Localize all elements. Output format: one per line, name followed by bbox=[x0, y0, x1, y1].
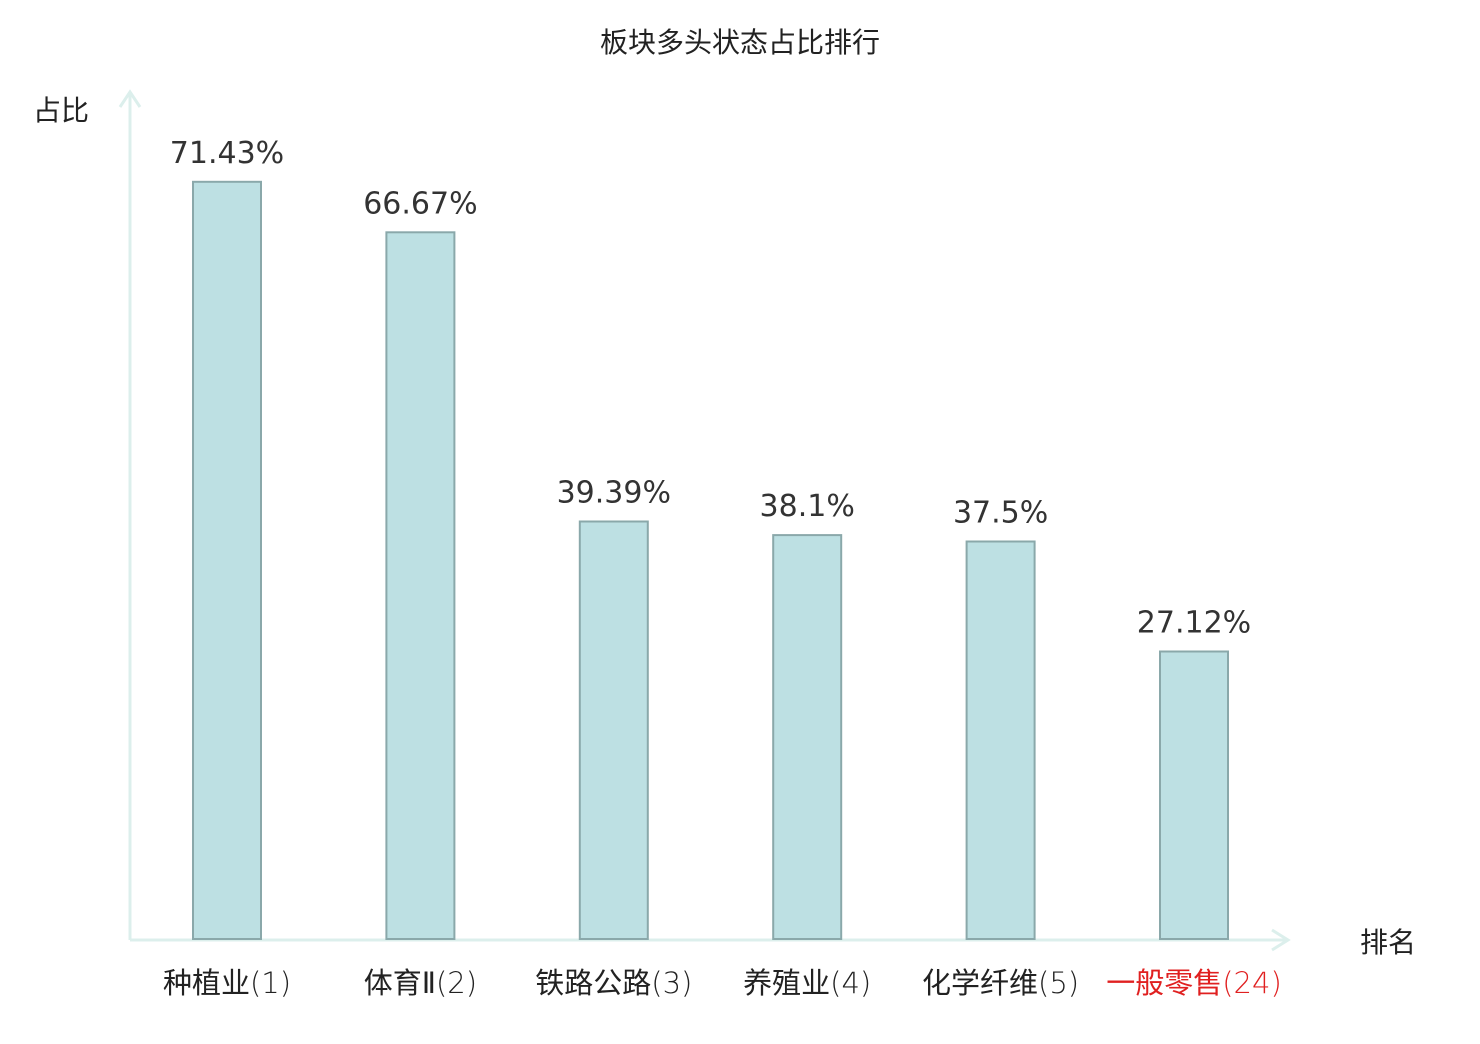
bar bbox=[772, 534, 843, 940]
value-labels-group: 71.43% 66.67% 39.39% 38.1% 37.5% 27.12% bbox=[170, 136, 1251, 641]
bar bbox=[578, 520, 649, 940]
bar bbox=[1159, 650, 1229, 940]
category-label: 种植业(1) bbox=[163, 966, 291, 1000]
value-label: 66.67% bbox=[363, 186, 477, 221]
bar bbox=[965, 540, 1036, 940]
category-rank: (2) bbox=[436, 966, 477, 1000]
category-labels-group: 种植业(1) 体育Ⅱ(2) 铁路公路(3) 养殖业(4) 化学纤维(5) 一般零售(24) bbox=[163, 966, 1282, 1000]
x-axis-label: 排名 bbox=[1360, 926, 1416, 959]
category-label: 养殖业(4) bbox=[743, 966, 871, 1000]
category-rank: (3) bbox=[651, 966, 692, 1000]
category-label: 化学纤维(5) bbox=[922, 966, 1079, 1000]
chart-title: 板块多头状态占比排行 bbox=[600, 26, 880, 59]
value-label: 39.39% bbox=[557, 476, 671, 511]
value-label: 27.12% bbox=[1137, 606, 1251, 641]
category-label: 体育Ⅱ(2) bbox=[364, 966, 477, 1000]
category-name: 养殖业 bbox=[743, 966, 830, 1000]
category-rank: (24) bbox=[1222, 966, 1282, 1000]
category-name: 种植业 bbox=[163, 966, 250, 1000]
category-rank: (4) bbox=[830, 966, 871, 1000]
bar bbox=[385, 231, 456, 941]
category-rank: (1) bbox=[250, 966, 291, 1000]
category-name: 铁路公路 bbox=[535, 966, 651, 1000]
category-rank: (5) bbox=[1038, 966, 1079, 1000]
category-name: 体育Ⅱ bbox=[364, 966, 436, 1000]
value-label: 71.43% bbox=[170, 136, 284, 171]
bar bbox=[192, 180, 262, 941]
x-axis-arrow bbox=[1271, 928, 1291, 952]
value-label: 38.1% bbox=[760, 489, 855, 524]
y-axis-label: 占比 bbox=[33, 94, 89, 127]
y-axis-arrow bbox=[118, 89, 142, 108]
category-name: 一般零售 bbox=[1106, 966, 1222, 1000]
bars-group bbox=[192, 180, 1229, 941]
category-name: 化学纤维 bbox=[922, 966, 1038, 1000]
category-label: 铁路公路(3) bbox=[535, 966, 692, 1000]
value-label: 37.5% bbox=[953, 496, 1048, 531]
category-label: 一般零售(24) bbox=[1106, 966, 1282, 1000]
